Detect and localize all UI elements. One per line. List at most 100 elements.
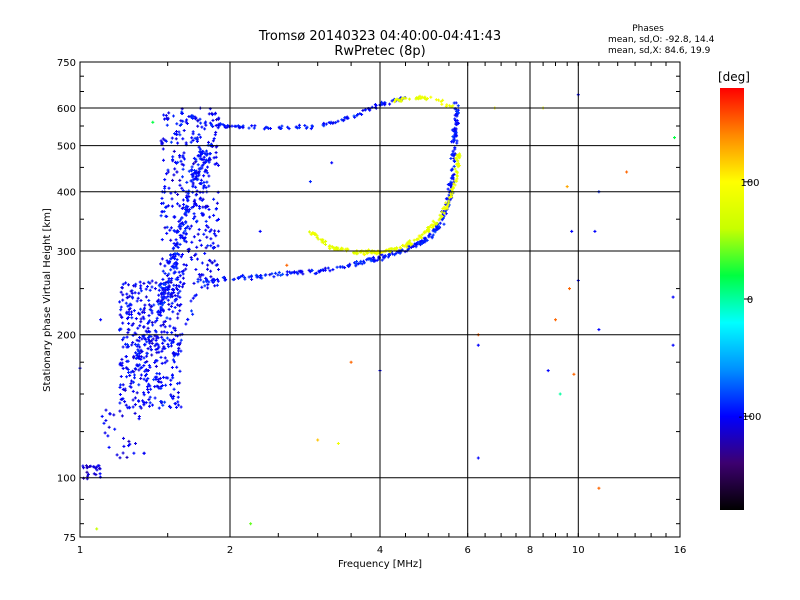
data-point <box>127 310 131 314</box>
y-axis: 75 100 200 300 400 500 600 750 <box>57 58 680 544</box>
data-point <box>132 451 136 455</box>
data-point <box>134 351 138 355</box>
data-point <box>171 351 175 355</box>
data-point <box>133 403 137 407</box>
data-point <box>195 178 199 182</box>
data-point <box>454 133 458 137</box>
data-point <box>433 221 437 225</box>
data-point <box>202 280 206 284</box>
data-point <box>171 178 174 182</box>
data-point <box>285 273 289 277</box>
data-point <box>127 439 131 443</box>
data-point <box>140 337 144 341</box>
data-point <box>182 151 186 155</box>
data-point <box>308 230 311 234</box>
data-point <box>174 160 177 164</box>
data-point <box>315 234 319 238</box>
data-point <box>193 294 197 298</box>
data-point <box>206 165 209 169</box>
data-point <box>155 319 159 322</box>
data-point <box>161 403 165 407</box>
data-point <box>355 114 359 118</box>
data-point <box>170 301 174 305</box>
data-point <box>135 353 139 357</box>
data-point <box>192 178 196 181</box>
data-point <box>195 219 199 223</box>
data-point <box>212 213 216 217</box>
data-point <box>157 298 161 302</box>
data-point <box>159 214 163 218</box>
data-point <box>185 263 188 267</box>
data-point <box>192 217 196 221</box>
data-point <box>183 157 186 161</box>
data-point <box>163 272 167 275</box>
data-point <box>133 373 136 377</box>
data-point <box>216 279 220 283</box>
data-point <box>454 156 458 160</box>
data-point <box>335 265 339 269</box>
data-point <box>177 225 181 229</box>
data-point <box>210 261 214 265</box>
data-point <box>286 125 290 129</box>
data-point <box>129 385 133 389</box>
data-point <box>546 369 550 373</box>
data-point <box>209 275 213 279</box>
data-point <box>178 274 182 278</box>
data-point <box>159 262 162 266</box>
data-point <box>159 306 163 310</box>
data-point <box>188 227 192 231</box>
grid-lines <box>80 62 680 537</box>
data-point <box>169 378 173 382</box>
data-point <box>142 325 146 329</box>
data-point <box>134 442 137 445</box>
data-point <box>137 311 140 315</box>
data-point <box>139 357 143 361</box>
data-point <box>175 242 179 246</box>
data-point <box>205 149 208 153</box>
colorbar-label: [deg] <box>718 70 750 84</box>
data-point <box>442 222 446 226</box>
data-point <box>145 354 149 358</box>
data-point <box>155 351 159 355</box>
data-point <box>451 149 455 153</box>
data-point <box>309 127 313 131</box>
data-point <box>368 108 372 112</box>
data-point <box>147 364 151 367</box>
data-point <box>95 468 99 472</box>
data-point <box>455 154 459 157</box>
data-point <box>193 136 197 140</box>
data-point <box>170 331 174 335</box>
data-point <box>194 176 198 180</box>
data-point <box>147 303 151 307</box>
chart-subtitle: RwPretec (8p) <box>334 44 425 59</box>
data-point <box>336 442 340 445</box>
data-point <box>129 303 133 307</box>
data-point <box>197 228 201 231</box>
data-point <box>422 236 426 240</box>
data-point <box>593 229 597 233</box>
data-point <box>423 239 427 243</box>
data-point <box>173 252 177 255</box>
data-point <box>191 296 195 300</box>
data-point <box>347 264 351 268</box>
data-point <box>172 288 175 292</box>
data-point <box>200 164 204 168</box>
data-point <box>137 291 141 295</box>
data-point <box>452 101 456 105</box>
data-point <box>193 160 197 164</box>
data-point <box>139 373 143 377</box>
data-point <box>196 124 200 128</box>
data-point <box>193 253 197 257</box>
data-point <box>217 229 221 233</box>
data-point <box>175 133 179 136</box>
data-point <box>211 241 215 245</box>
data-point <box>147 398 151 402</box>
data-point <box>380 258 384 262</box>
data-point <box>166 204 170 208</box>
data-point <box>160 257 164 261</box>
data-point <box>294 125 298 129</box>
data-point <box>161 287 165 290</box>
data-point <box>173 328 177 332</box>
data-point <box>450 195 454 199</box>
data-point <box>203 252 207 255</box>
